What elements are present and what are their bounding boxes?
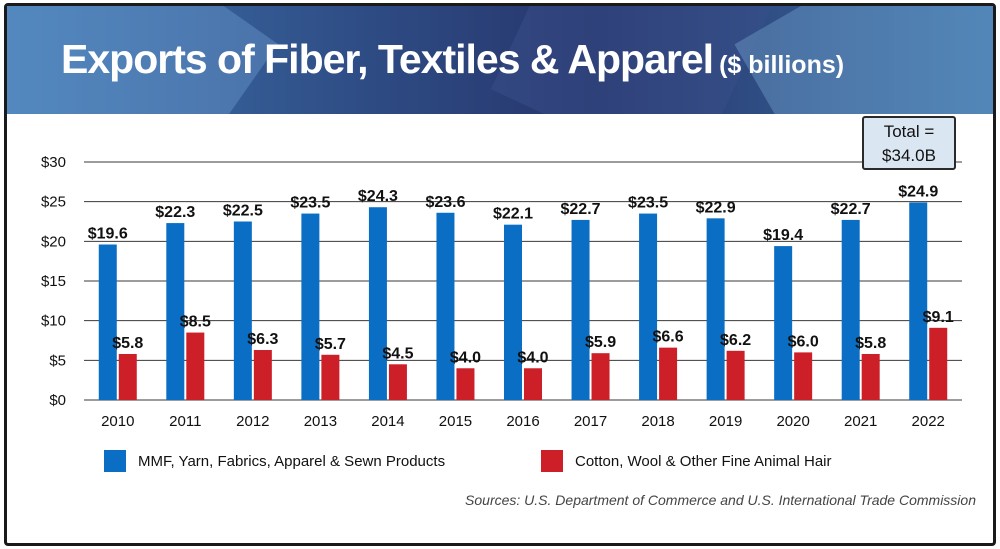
bar-series2 <box>524 368 542 400</box>
data-label: $22.7 <box>561 201 601 218</box>
data-label: $24.3 <box>358 188 398 205</box>
bar-series1 <box>706 218 725 400</box>
bar-series1 <box>504 224 522 400</box>
x-tick-label: 2017 <box>574 413 607 430</box>
legend-label-series1: MMF, Yarn, Fabrics, Apparel & Sewn Produ… <box>138 452 446 470</box>
y-tick-label: $15 <box>41 273 66 290</box>
y-tick-label: $5 <box>49 352 66 369</box>
source-note: Sources: U.S. Department of Commerce and… <box>465 492 976 508</box>
data-label: $5.8 <box>112 335 143 352</box>
legend-swatch-series2 <box>541 450 563 472</box>
data-label: $6.3 <box>247 331 278 348</box>
bar-series1 <box>368 207 387 400</box>
bar-series2 <box>253 350 272 400</box>
data-label: $5.7 <box>315 336 346 353</box>
bar-series2 <box>456 368 475 400</box>
data-label: $19.6 <box>88 226 128 243</box>
data-label: $24.9 <box>898 183 938 200</box>
y-tick-label: $10 <box>41 313 66 330</box>
x-tick-label: 2020 <box>776 413 809 430</box>
bar-series2 <box>118 353 137 400</box>
x-tick-label: 2012 <box>236 413 269 430</box>
data-label: $5.8 <box>855 335 886 352</box>
x-tick-label: 2018 <box>641 413 674 430</box>
bar-series2 <box>591 353 610 400</box>
bar-series1 <box>909 202 928 400</box>
x-tick-label: 2013 <box>304 413 337 430</box>
title-unit: ($ billions) <box>719 51 845 79</box>
x-tick-label: 2014 <box>371 413 404 430</box>
data-label: $23.6 <box>425 194 465 211</box>
y-tick-label: $20 <box>41 233 66 250</box>
bar-series2 <box>388 364 407 400</box>
bar-series2 <box>794 352 813 400</box>
bar-series1 <box>301 213 320 400</box>
data-label: $23.5 <box>290 195 330 212</box>
data-label: $22.3 <box>155 204 195 221</box>
legend-item-series2: Cotton, Wool & Other Fine Animal Hair <box>541 450 832 472</box>
x-tick-label: 2015 <box>439 413 472 430</box>
data-label: $6.0 <box>788 333 819 350</box>
data-label: $6.2 <box>720 332 751 349</box>
x-tick-label: 2022 <box>912 413 945 430</box>
data-label: $4.0 <box>450 349 481 366</box>
y-tick-label: $0 <box>49 392 66 409</box>
total-box: Total = $34.0B <box>862 116 956 170</box>
bar-series1 <box>98 244 117 400</box>
x-tick-label: 2010 <box>101 413 134 430</box>
bar-series2 <box>861 353 880 400</box>
x-tick-label: 2019 <box>709 413 742 430</box>
bar-series2 <box>726 350 745 400</box>
x-tick-label: 2021 <box>844 413 877 430</box>
legend-item-series1: MMF, Yarn, Fabrics, Apparel & Sewn Produ… <box>104 450 445 472</box>
bar-series1 <box>166 223 185 400</box>
legend-swatch-series1 <box>104 450 126 472</box>
bar-series2 <box>186 332 205 400</box>
data-label: $22.5 <box>223 203 263 220</box>
bar-series1 <box>571 219 590 400</box>
chart-frame: Exports of Fiber, Textiles & Apparel ($ b… <box>4 3 996 546</box>
bar-series1 <box>841 219 860 400</box>
data-label: $22.9 <box>696 199 736 216</box>
total-label: Total = <box>883 122 935 141</box>
data-label: $5.9 <box>585 334 616 351</box>
bar-series1 <box>233 221 252 400</box>
data-label: $4.5 <box>382 345 413 362</box>
bar-series1 <box>774 246 793 400</box>
data-label: $23.5 <box>628 195 668 212</box>
x-tick-label: 2016 <box>506 413 539 430</box>
bar-series2 <box>659 347 678 400</box>
y-tick-label: $25 <box>41 194 66 211</box>
data-label: $4.0 <box>517 349 548 366</box>
data-label: $19.4 <box>763 227 803 244</box>
data-label: $22.7 <box>831 201 871 218</box>
bar-series1 <box>639 213 658 400</box>
y-tick-label: $30 <box>41 154 66 171</box>
title-banner: Exports of Fiber, Textiles & Apparel ($ b… <box>7 6 993 114</box>
data-label: $8.5 <box>180 314 211 331</box>
total-value: $34.0B <box>882 146 936 165</box>
data-label: $22.1 <box>493 206 533 223</box>
title-main: Exports of Fiber, Textiles & Apparel <box>61 36 714 82</box>
x-tick-label: 2011 <box>169 413 201 430</box>
data-label: $9.1 <box>923 309 954 326</box>
chart-title: Exports of Fiber, Textiles & Apparel ($ b… <box>61 36 844 83</box>
bar-series2 <box>929 327 948 400</box>
bar-series2 <box>321 354 340 400</box>
bar-series1 <box>436 212 455 400</box>
legend-label-series2: Cotton, Wool & Other Fine Animal Hair <box>575 452 832 470</box>
data-label: $6.6 <box>653 329 684 346</box>
